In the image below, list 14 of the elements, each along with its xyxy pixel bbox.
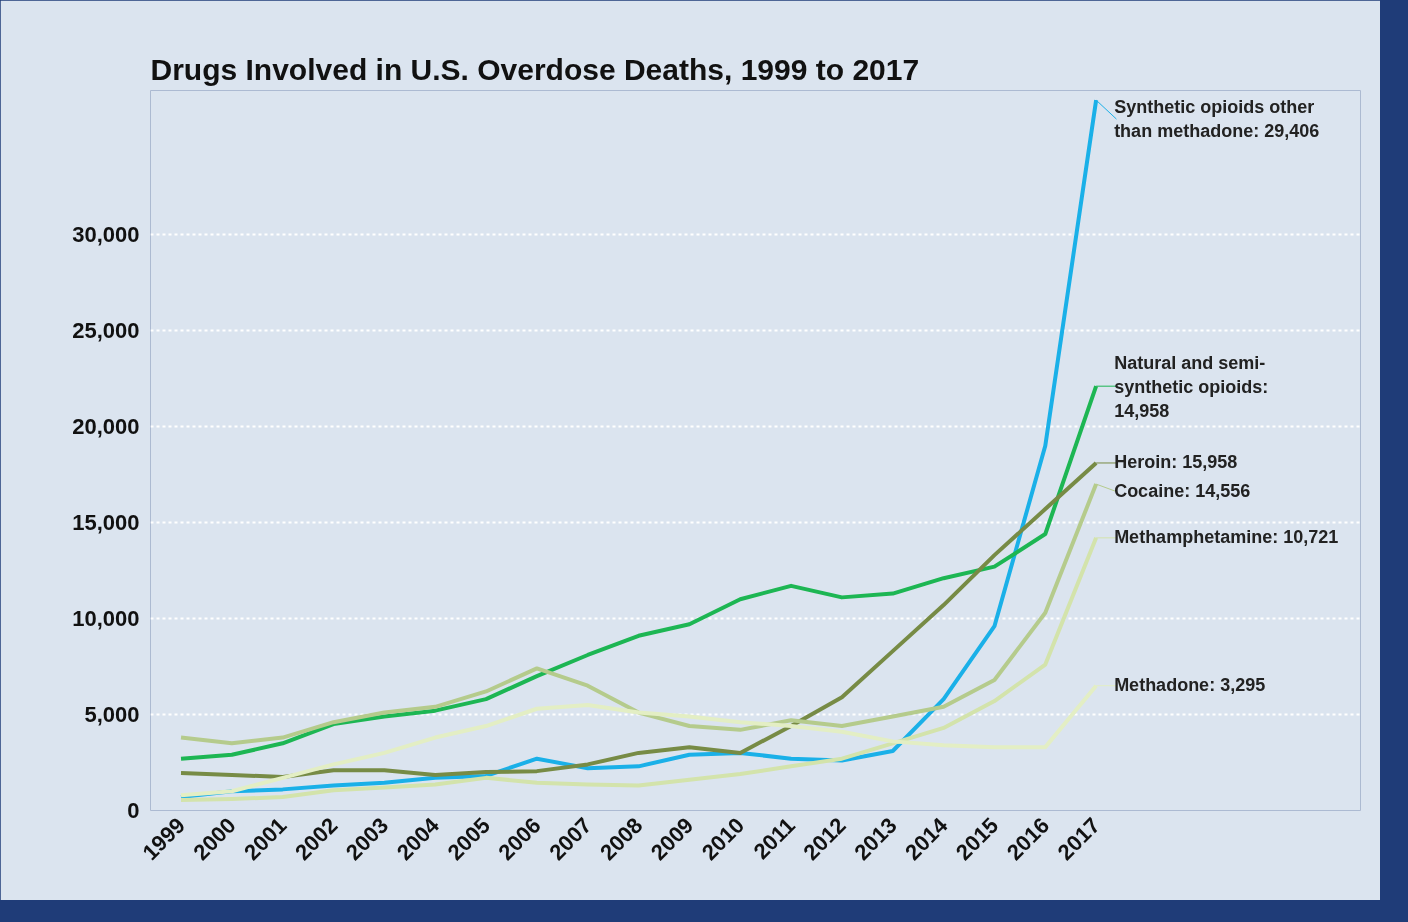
legend-label: Synthetic opioids other than methadone: 29,406: [1114, 97, 1320, 142]
y-tick-label: 10,000: [72, 606, 140, 631]
y-tick-label: 30,000: [72, 222, 140, 247]
legend-label: Cocaine: 14,556: [1114, 480, 1251, 501]
legend-label: Methadone: 3,295: [1114, 674, 1266, 695]
legend-label: Methamphetamine: 10,721: [1114, 526, 1339, 547]
y-tick-label: 15,000: [72, 510, 140, 535]
legend-label: Natural and semi-synthetic opioids: 14,958: [1114, 353, 1269, 422]
y-tick-label: 5,000: [84, 702, 140, 727]
y-tick-label: 20,000: [72, 414, 140, 439]
legend-label: Heroin: 15,958: [1114, 451, 1238, 472]
y-tick-label: 0: [127, 798, 140, 823]
y-tick-label: 25,000: [72, 318, 140, 343]
chart-title: Drugs Involved in U.S. Overdose Deaths, 1999 to 2017: [150, 52, 920, 86]
